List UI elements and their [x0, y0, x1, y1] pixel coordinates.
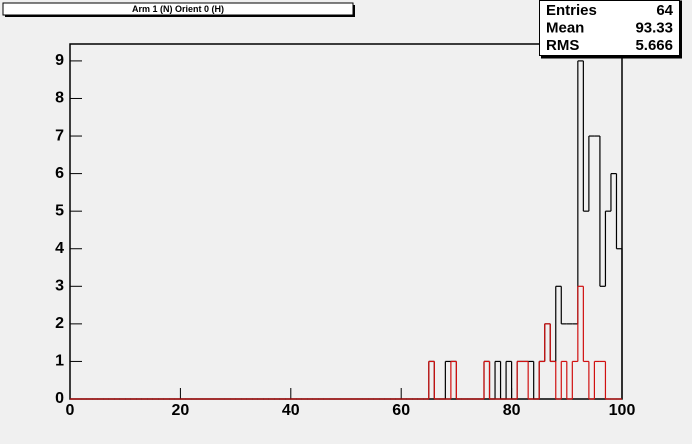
title-box — [2, 2, 354, 16]
y-tick-label: 9 — [55, 52, 64, 69]
stats-box — [539, 0, 680, 56]
stats: Entries 64 Mean 93.33 RMS 5.666 — [546, 2, 674, 54]
x-tick-label: 20 — [172, 402, 190, 419]
stats-label: RMS — [546, 37, 579, 54]
y-tick-label: 3 — [55, 278, 64, 295]
y-tick-label: 0 — [55, 390, 64, 407]
x-tick-label: 60 — [392, 402, 410, 419]
stats-label: Entries — [546, 2, 597, 19]
stats-value: 64 — [656, 2, 673, 19]
x-tick-label: 80 — [503, 402, 521, 419]
y-tick-label: 5 — [55, 202, 64, 219]
stats-value: 5.666 — [635, 37, 673, 54]
chart-title: Arm 1 (N) Orient 0 (H) — [132, 4, 224, 14]
y-tick-label: 7 — [55, 127, 64, 144]
x-tick-label: 0 — [66, 402, 75, 419]
stats-label: Mean — [546, 19, 584, 36]
stats-value: 93.33 — [635, 19, 673, 36]
y-tick-label: 4 — [55, 240, 64, 257]
y-tick-label: 6 — [55, 165, 64, 182]
plot: 0 1 2 3 4 5 6 7 8 9 0 20 40 60 80 100 — [55, 43, 636, 419]
y-tick-label: 1 — [55, 353, 64, 370]
histogram-series — [70, 285, 622, 400]
y-tick-label: 8 — [55, 90, 64, 107]
x-tick-label: 100 — [609, 402, 636, 419]
x-tick-label: 40 — [282, 402, 300, 419]
y-tick-label: 2 — [55, 315, 64, 332]
